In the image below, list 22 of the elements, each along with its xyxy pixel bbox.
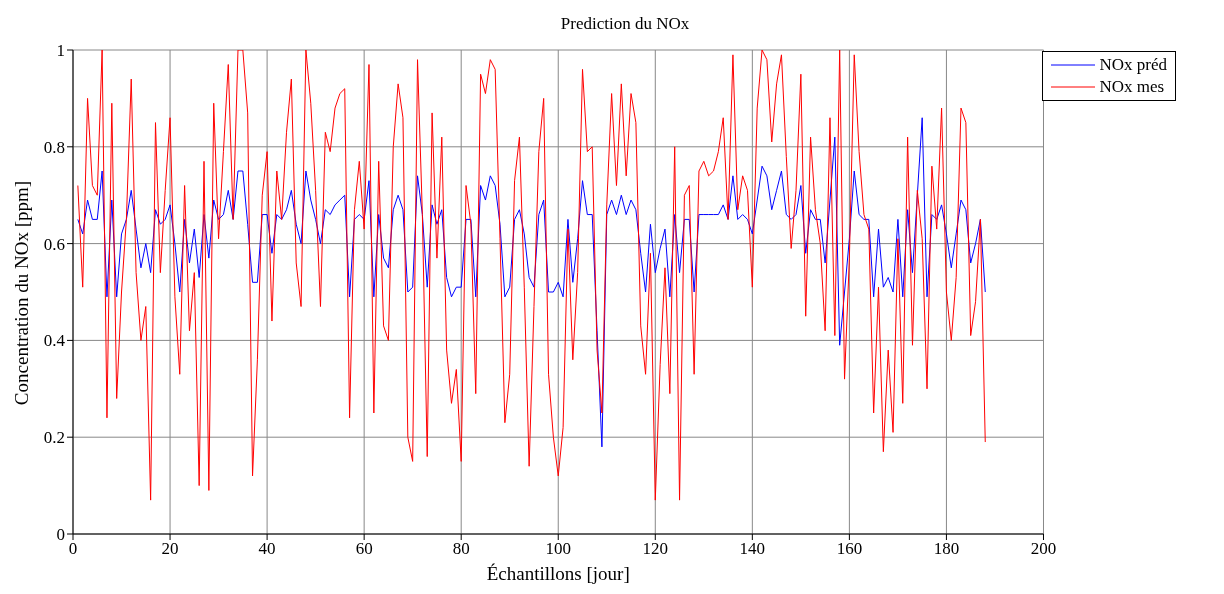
x-axis-title: Échantillons [jour] [486, 563, 630, 584]
x-tick-label: 200 [1030, 539, 1057, 559]
y-tick-label: 0.4 [43, 331, 66, 351]
chart-title: Prediction du NOx [559, 14, 691, 34]
y-tick-label: 1 [56, 41, 65, 61]
x-tick-label: 120 [642, 539, 669, 559]
x-tick-label: 80 [452, 539, 470, 559]
legend-label: NOx préd [1099, 54, 1167, 76]
x-tick-label: 60 [355, 539, 373, 559]
legend-label: NOx mes [1099, 76, 1165, 98]
y-tick-label: 0 [56, 525, 65, 545]
x-tick-label: 180 [933, 539, 960, 559]
y-axis-title: Concentration du NOx [ppm] [11, 180, 33, 406]
x-tick-label: 100 [545, 539, 571, 559]
line-series [77, 50, 986, 501]
y-tick-label: 0.2 [43, 428, 65, 448]
x-tick-label: 160 [836, 539, 863, 559]
x-tick-label: 20 [161, 539, 179, 559]
y-tick-label: 0.8 [43, 137, 65, 157]
x-tick-label: 40 [258, 539, 276, 559]
y-tick-label: 0.6 [43, 234, 65, 254]
x-tick-label: 140 [739, 539, 766, 559]
